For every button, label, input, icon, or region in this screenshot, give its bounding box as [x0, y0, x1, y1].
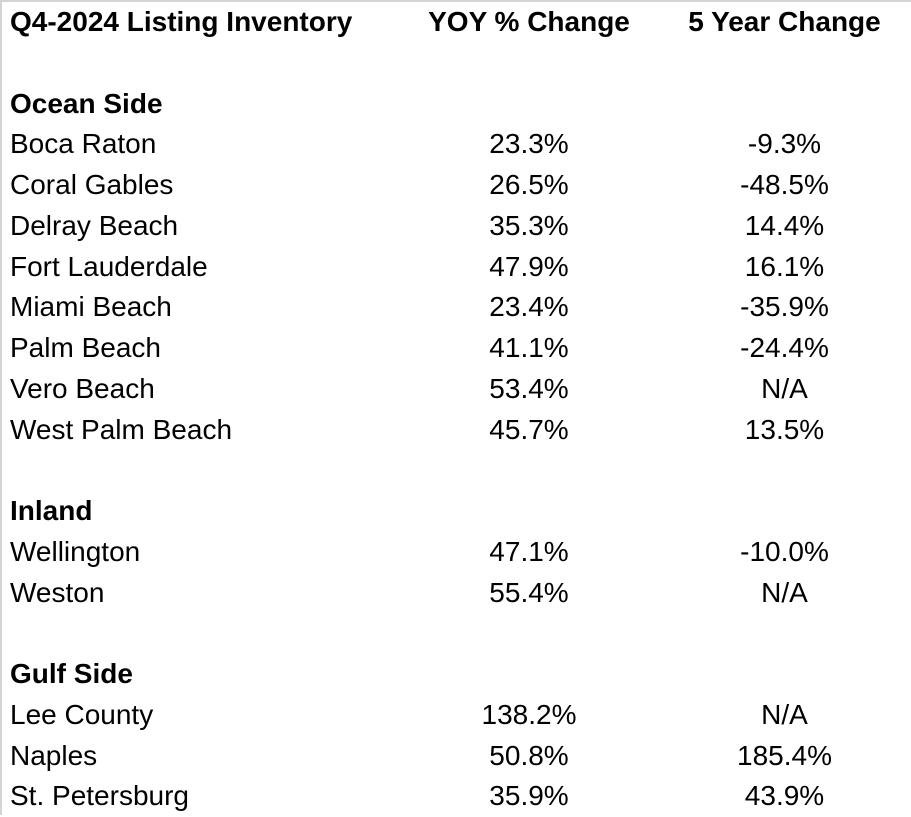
market-name: Delray Beach [10, 209, 179, 241]
table-row: Naples 50.8% 185.4% [2, 736, 911, 777]
yoy-value: 35.9% [489, 780, 569, 812]
five-year-value: -48.5% [740, 169, 829, 200]
table-row: Delray Beach 35.3% 14.4% [2, 206, 911, 247]
table-row: West Palm Beach 45.7% 13.5% [2, 410, 911, 451]
spacer-row [2, 450, 911, 491]
section-header-row: Inland [2, 491, 911, 532]
five-year-value: N/A [761, 576, 808, 608]
table-row: St. Petersburg 35.9% 43.9% [2, 776, 911, 817]
market-name: Fort Lauderdale [10, 250, 208, 282]
section-title: Gulf Side [10, 658, 133, 689]
five-year-value: -9.3% [747, 128, 822, 160]
five-year-value: N/A [761, 372, 808, 404]
five-year-value: 14.4% [744, 209, 825, 241]
market-name: Weston [10, 576, 105, 608]
market-name: Wellington [10, 535, 141, 567]
spacer-row [2, 613, 911, 654]
yoy-value: 23.3% [489, 128, 569, 160]
table-row: Miami Beach 23.4% -35.9% [2, 287, 911, 328]
yoy-value: 26.5% [489, 169, 569, 200]
market-name: Miami Beach [10, 291, 172, 323]
yoy-value: 47.9% [489, 250, 569, 282]
yoy-value: 55.4% [489, 576, 569, 608]
table-row: Wellington 47.1% -10.0% [2, 532, 911, 573]
yoy-value: 53.4% [489, 372, 569, 404]
spacer-row [2, 43, 911, 84]
table-row: Coral Gables 26.5% -48.5% [2, 165, 911, 206]
five-year-value: -24.4% [740, 332, 829, 363]
table-row: Vero Beach 53.4% N/A [2, 369, 911, 410]
column-header-five-year: 5 Year Change [688, 6, 881, 37]
yoy-value: 35.3% [489, 209, 569, 241]
section-title: Inland [10, 495, 93, 526]
section-header-row: Gulf Side [2, 654, 911, 695]
table-row: Palm Beach 41.1% -24.4% [2, 328, 911, 369]
yoy-value: 23.4% [489, 291, 569, 323]
table-row: Weston 55.4% N/A [2, 573, 911, 614]
column-header-title: Q4-2024 Listing Inventory [10, 6, 353, 37]
yoy-value: 50.8% [489, 739, 569, 771]
table-row: Boca Raton 23.3% -9.3% [2, 124, 911, 165]
five-year-value: -35.9% [740, 291, 829, 323]
yoy-value: 47.1% [489, 535, 569, 567]
table-row: Lee County 138.2% N/A [2, 695, 911, 736]
market-name: Palm Beach [10, 332, 161, 363]
market-name: Vero Beach [10, 372, 155, 404]
market-name: Coral Gables [10, 169, 174, 200]
five-year-value: 43.9% [744, 780, 825, 812]
market-name: Lee County [10, 698, 154, 730]
five-year-value: N/A [761, 698, 808, 730]
yoy-value: 41.1% [489, 332, 569, 363]
yoy-value: 138.2% [481, 698, 577, 730]
five-year-value: 13.5% [744, 413, 825, 445]
header-row: Q4-2024 Listing Inventory YOY % Change 5… [2, 2, 911, 43]
market-name: West Palm Beach [10, 413, 233, 445]
market-name: Naples [10, 739, 98, 771]
yoy-value: 45.7% [489, 413, 569, 445]
market-name: St. Petersburg [10, 780, 189, 812]
five-year-value: 16.1% [744, 250, 825, 282]
five-year-value: 185.4% [737, 739, 832, 771]
section-title: Ocean Side [10, 87, 163, 119]
column-header-yoy: YOY % Change [428, 6, 630, 37]
section-header-row: Ocean Side [2, 84, 911, 125]
five-year-value: -10.0% [740, 535, 829, 567]
market-name: Boca Raton [10, 128, 157, 160]
table-row: Fort Lauderdale 47.9% 16.1% [2, 247, 911, 288]
